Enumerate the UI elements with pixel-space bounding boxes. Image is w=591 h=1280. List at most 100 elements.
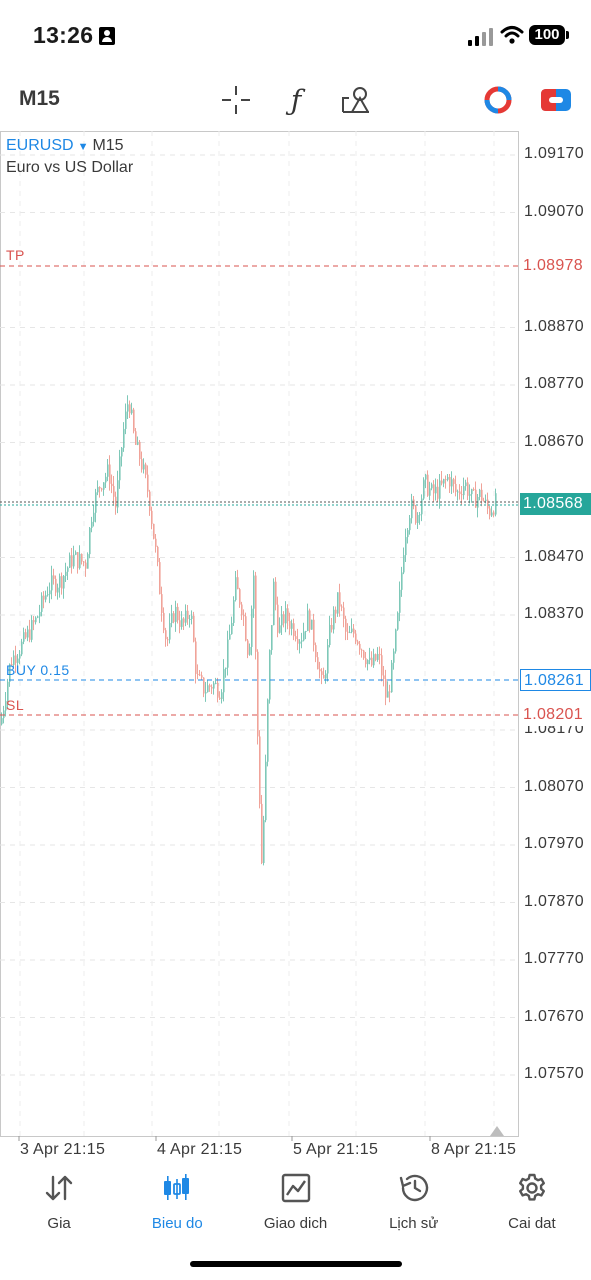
function-icon[interactable]: ƒ	[290, 83, 302, 117]
candle-body	[377, 653, 379, 660]
candle-body	[115, 496, 117, 508]
candle-body	[223, 669, 225, 693]
candle-body	[357, 641, 359, 644]
candle-body	[277, 604, 279, 633]
candle-body	[449, 477, 451, 487]
nav-quotes[interactable]: Gia	[0, 1165, 118, 1235]
objects-icon[interactable]	[338, 82, 374, 118]
candle-body	[353, 628, 355, 634]
candle-body	[19, 654, 21, 659]
candle-body	[227, 639, 229, 668]
candle-body	[473, 489, 475, 491]
candle-body	[63, 575, 65, 589]
candle-body	[165, 630, 167, 640]
price-axis-label: 1.08370	[524, 605, 584, 622]
candle-body	[179, 620, 181, 627]
price-chart[interactable]: EURUSD ▼ M15 Euro vs US Dollar TP BUY 0.15…	[0, 131, 591, 1161]
candle-body	[215, 682, 217, 684]
candle-body	[483, 500, 485, 502]
candle-body	[491, 512, 493, 516]
candle-body	[1, 718, 3, 725]
candle-body	[327, 645, 329, 674]
candle-body	[293, 623, 295, 637]
current-price-tag: 1.08568	[520, 493, 591, 515]
candle-body	[283, 614, 285, 624]
price-axis-label: 1.07970	[524, 835, 584, 852]
candle-body	[21, 641, 23, 655]
candle-body	[25, 632, 27, 638]
candle-body	[121, 447, 123, 457]
price-axis-label: 1.07670	[524, 1007, 584, 1025]
candle-body	[309, 610, 311, 630]
candle-body	[467, 482, 469, 496]
candle-body	[159, 562, 161, 595]
candle-body	[111, 483, 113, 487]
candle-body	[131, 409, 133, 414]
candle-body	[117, 480, 119, 508]
price-axis-label: 1.09170	[524, 145, 584, 162]
candle-body	[243, 614, 245, 617]
candle-body	[245, 616, 247, 641]
candle-body	[365, 658, 367, 665]
candle-body	[279, 625, 281, 633]
candle-body	[321, 671, 323, 675]
candle-body	[405, 537, 407, 556]
position-label[interactable]: BUY 0.15	[6, 662, 70, 678]
candle-body	[457, 491, 459, 493]
candle-body	[83, 561, 85, 563]
nav-trade[interactable]: Giao dich	[236, 1165, 354, 1235]
nav-settings[interactable]: Cai dat	[473, 1165, 591, 1235]
candle-body	[359, 643, 361, 650]
candle-body	[259, 736, 261, 804]
person-icon	[99, 27, 115, 45]
candle-body	[339, 592, 341, 607]
sl-label: SL	[6, 697, 25, 713]
candle-body	[267, 699, 269, 762]
candle-body	[463, 486, 465, 496]
time-axis-label: 4 Apr 21:15	[157, 1141, 243, 1158]
settings-gear-icon	[516, 1169, 548, 1207]
timeframe-button[interactable]: M15	[19, 87, 60, 110]
nav-label: Giao dich	[263, 1215, 328, 1232]
candle-body	[207, 685, 209, 693]
candle-body	[129, 404, 131, 414]
candle-body	[157, 546, 159, 563]
candle-body	[445, 479, 447, 481]
chart-canvas[interactable]	[0, 131, 591, 1161]
candle-body	[375, 654, 377, 660]
tp-label: TP	[6, 247, 25, 263]
candle-body	[81, 553, 83, 562]
candle-body	[59, 576, 61, 588]
candle-body	[139, 441, 141, 460]
candle-body	[149, 491, 151, 511]
candle-body	[87, 554, 89, 569]
candle-body	[433, 484, 435, 494]
candle-body	[45, 595, 47, 600]
candle-body	[37, 616, 39, 618]
candle-body	[217, 682, 219, 698]
crosshair-icon[interactable]	[218, 82, 254, 118]
signal-icon	[468, 28, 494, 46]
candle-body	[147, 474, 149, 492]
candle-body	[459, 491, 461, 495]
symbol-name[interactable]: EURUSD	[6, 137, 74, 154]
candle-body	[251, 608, 253, 647]
chart-toolbar: M15 ƒ	[0, 72, 591, 128]
nav-history[interactable]: Lịch sử	[355, 1165, 473, 1235]
quotes-arrows-icon	[43, 1169, 75, 1207]
candle-body	[77, 552, 79, 569]
candle-body	[307, 610, 309, 631]
candle-body	[219, 697, 221, 700]
candle-body	[235, 577, 237, 601]
candle-body	[41, 595, 43, 612]
candle-body	[397, 612, 399, 630]
candle-body	[169, 623, 171, 640]
nav-chart[interactable]: Bieu do	[118, 1165, 236, 1235]
candle-body	[391, 662, 393, 693]
trade-icon[interactable]	[538, 82, 574, 118]
candle-body	[209, 685, 211, 687]
candle-body	[229, 634, 231, 640]
one-click-trading-icon[interactable]	[480, 82, 516, 118]
candle-body	[403, 555, 405, 573]
dropdown-caret-icon[interactable]: ▼	[77, 141, 89, 153]
